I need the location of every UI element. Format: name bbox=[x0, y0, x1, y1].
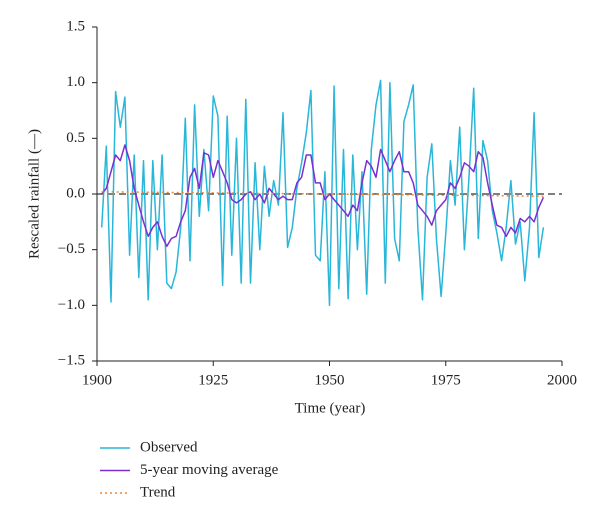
y-tick-label: 0.0 bbox=[66, 185, 85, 201]
series-line bbox=[101, 191, 544, 197]
x-axis-label: Time (year) bbox=[295, 400, 366, 416]
y-tick-label: 0.5 bbox=[66, 130, 85, 146]
x-tick-label: 2000 bbox=[547, 372, 577, 388]
x-tick-label: 1925 bbox=[198, 372, 228, 388]
x-tick-label: 1975 bbox=[431, 372, 461, 388]
x-tick-label: 1950 bbox=[315, 372, 345, 388]
y-axis-label: Rescaled rainfall (—) bbox=[26, 129, 42, 259]
legend-label: Trend bbox=[140, 484, 176, 500]
x-tick-label: 1900 bbox=[82, 372, 112, 388]
series-line bbox=[101, 144, 545, 248]
legend-label: Observed bbox=[140, 439, 198, 455]
series-line bbox=[100, 79, 545, 307]
y-tick-label: −1.0 bbox=[58, 297, 85, 313]
y-tick-label: 1.0 bbox=[66, 74, 85, 90]
y-tick-label: −1.5 bbox=[58, 352, 85, 368]
y-tick-label: 1.5 bbox=[66, 18, 85, 34]
legend-label: 5-year moving average bbox=[140, 462, 279, 478]
y-tick-label: −0.5 bbox=[58, 241, 85, 257]
